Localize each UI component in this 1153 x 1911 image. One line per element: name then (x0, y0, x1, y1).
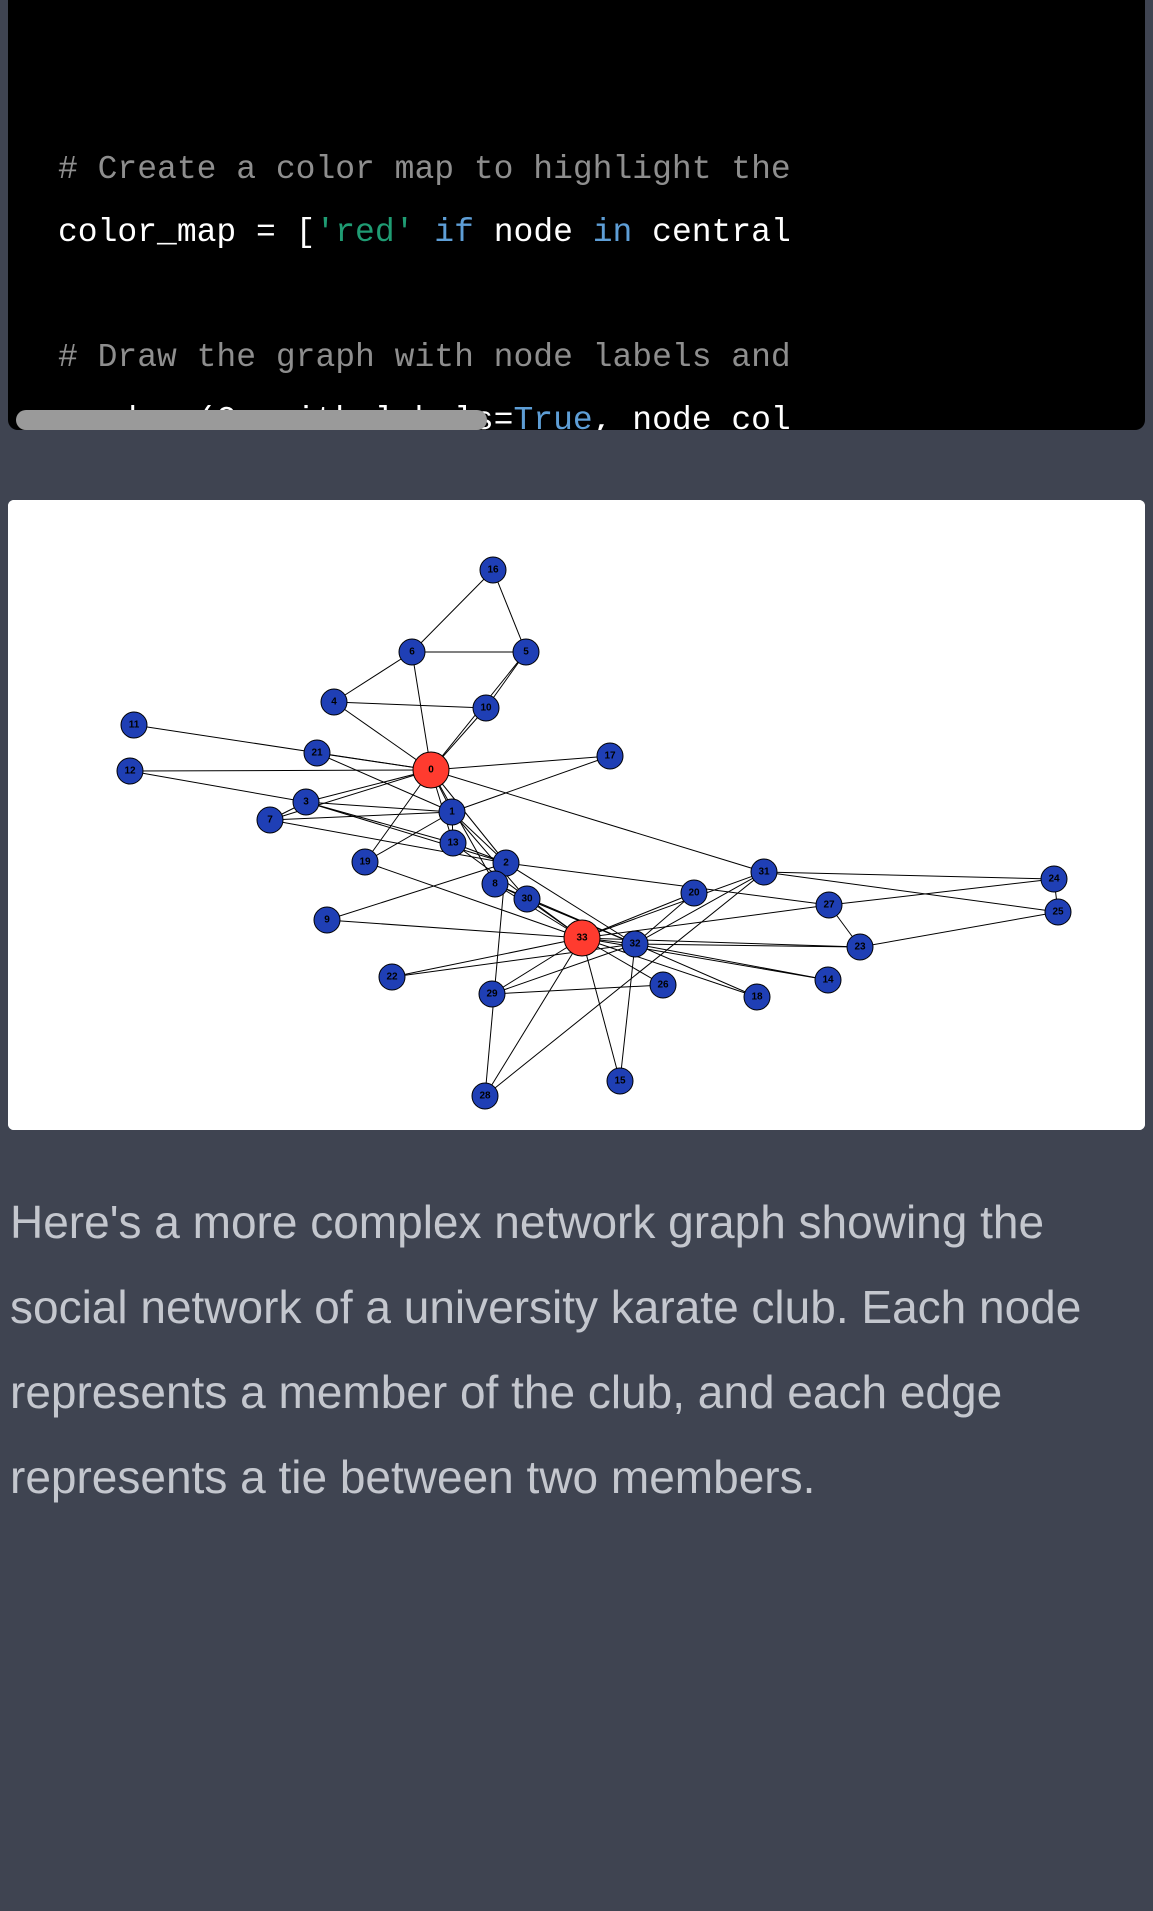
graph-node-label: 13 (447, 838, 459, 849)
graph-node-label: 0 (428, 765, 434, 776)
graph-node-label: 11 (129, 720, 140, 731)
graph-node-label: 26 (657, 980, 669, 991)
graph-node-label: 5 (523, 647, 529, 658)
graph-node-label: 8 (492, 879, 498, 890)
graph-node-label: 14 (822, 975, 834, 986)
graph-node-label: 24 (1048, 874, 1060, 885)
network-graph-svg: 0123456789101112131415161718192021222324… (8, 500, 1145, 1130)
graph-node-label: 3 (303, 797, 309, 808)
graph-node-label: 1 (449, 807, 455, 818)
graph-node-label: 21 (311, 748, 323, 759)
graph-node-label: 7 (267, 815, 273, 826)
code-scrollbar-track[interactable] (16, 410, 1137, 430)
graph-node-label: 31 (758, 867, 770, 878)
graph-node-label: 2 (503, 858, 509, 869)
graph-node-label: 16 (487, 565, 499, 576)
graph-node-label: 12 (124, 766, 136, 777)
graph-node-label: 29 (486, 989, 498, 1000)
graph-node-label: 4 (331, 697, 337, 708)
graph-node-label: 23 (854, 942, 866, 953)
network-graph-figure: 0123456789101112131415161718192021222324… (8, 500, 1145, 1130)
graph-node-label: 32 (629, 939, 641, 950)
graph-node-label: 33 (576, 933, 588, 944)
caption-text: Here's a more complex network graph show… (0, 1130, 1153, 1560)
graph-node-label: 6 (409, 647, 415, 658)
graph-node-label: 22 (386, 972, 398, 983)
graph-node-label: 25 (1052, 907, 1064, 918)
graph-node-label: 20 (688, 888, 700, 899)
code-content: # Create a color map to highlight the co… (58, 139, 1145, 430)
graph-node-label: 27 (823, 900, 835, 911)
code-scrollbar-thumb[interactable] (16, 410, 487, 430)
code-block: # Create a color map to highlight the co… (8, 0, 1145, 430)
graph-node-label: 10 (480, 703, 492, 714)
graph-node-label: 15 (614, 1076, 626, 1087)
graph-node-label: 30 (521, 894, 533, 905)
graph-node-label: 17 (604, 751, 616, 762)
graph-node-label: 9 (324, 915, 330, 926)
graph-node-label: 19 (359, 857, 371, 868)
graph-node-label: 18 (751, 992, 763, 1003)
graph-node-label: 28 (479, 1091, 491, 1102)
